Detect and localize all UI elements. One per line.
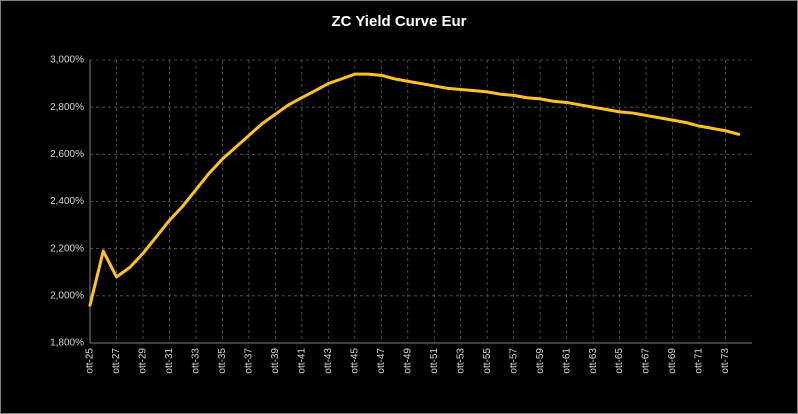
x-tick-label: ott-61: [561, 348, 572, 374]
x-tick-label: ott-27: [111, 348, 122, 374]
y-tick-label: 2,200%: [50, 243, 84, 254]
x-tick-label: ott-53: [455, 348, 466, 374]
y-tick-label: 2,600%: [50, 149, 84, 160]
x-tick-label: ott-33: [191, 348, 202, 374]
x-tick-label: ott-35: [217, 348, 228, 374]
x-tick-label: ott-47: [376, 348, 387, 374]
y-tick-label: 2,800%: [50, 102, 84, 113]
x-tick-label: ott-49: [402, 348, 413, 374]
x-tick-label: ott-37: [244, 348, 255, 374]
x-tick-label: ott-71: [694, 348, 705, 374]
y-tick-label: 2,400%: [50, 196, 84, 207]
x-tick-label: ott-59: [535, 348, 546, 374]
y-tick-label: 2,000%: [50, 290, 84, 301]
x-tick-label: ott-45: [349, 348, 360, 374]
y-tick-label: 3,000%: [50, 55, 84, 66]
x-tick-label: ott-43: [323, 348, 334, 374]
x-tick-label: ott-29: [138, 348, 149, 374]
x-tick-label: ott-67: [641, 348, 652, 374]
x-tick-label: ott-55: [482, 348, 493, 374]
x-tick-label: ott-39: [270, 348, 281, 374]
x-tick-label: ott-63: [588, 348, 599, 374]
x-tick-label: ott-73: [720, 348, 731, 374]
x-tick-label: ott-51: [429, 348, 440, 374]
x-tick-label: ott-69: [667, 348, 678, 374]
x-tick-label: ott-65: [614, 348, 625, 374]
x-tick-label: ott-31: [164, 348, 175, 374]
line-series: [88, 72, 741, 307]
x-tick-label: ott-25: [85, 348, 96, 374]
chart-title: ZC Yield Curve Eur: [331, 13, 466, 30]
x-tick-label: ott-41: [296, 348, 307, 374]
y-tick-label: 1,800%: [50, 338, 84, 349]
x-tick-label: ott-57: [508, 348, 519, 374]
